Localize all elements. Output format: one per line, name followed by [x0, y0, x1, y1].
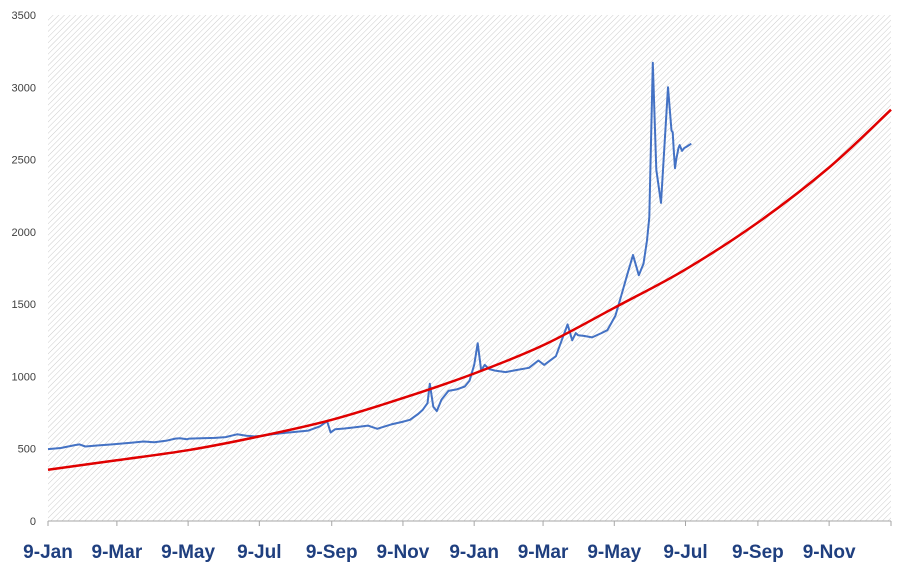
axes	[47, 520, 892, 526]
x-tick-label: 9-May	[161, 542, 215, 563]
x-tick-labels: 9-Jan 9-Mar 9-May 9-Jul 9-Sep 9-Nov 9-Jan 9-Mar…	[23, 542, 856, 563]
x-tick-label: 9-Jul	[663, 542, 707, 563]
x-tick-label: 9-May	[587, 542, 641, 563]
trend-curve-line	[47, 108, 892, 471]
x-tick-label: 9-Sep	[306, 542, 358, 563]
x-tick-label: 9-Jul	[237, 542, 281, 563]
y-tick-label: 2000	[12, 227, 36, 239]
plot-area-background	[48, 15, 891, 521]
x-tick-label: 9-Mar	[92, 542, 143, 563]
x-tick-label: 9-Mar	[518, 542, 569, 563]
y-tick-label: 2500	[12, 155, 36, 167]
x-tick-label: 9-Jan	[23, 542, 73, 563]
x-tick-label: 9-Nov	[377, 542, 430, 563]
y-tick-label: 0	[30, 516, 36, 528]
x-tick-label: 9-Nov	[803, 542, 856, 563]
y-tick-label: 1000	[12, 371, 36, 383]
y-tick-label: 3500	[12, 10, 36, 22]
series-group	[47, 61, 892, 471]
x-tick-label: 9-Jan	[449, 542, 499, 563]
price-series-line	[47, 61, 692, 451]
y-tick-label: 1500	[12, 299, 36, 311]
y-tick-label: 500	[18, 444, 36, 456]
x-tick-label: 9-Sep	[732, 542, 784, 563]
y-tick-labels: 0 500 1000 1500 2000 2500 3000 3500	[12, 10, 36, 528]
y-tick-label: 3000	[12, 82, 36, 94]
